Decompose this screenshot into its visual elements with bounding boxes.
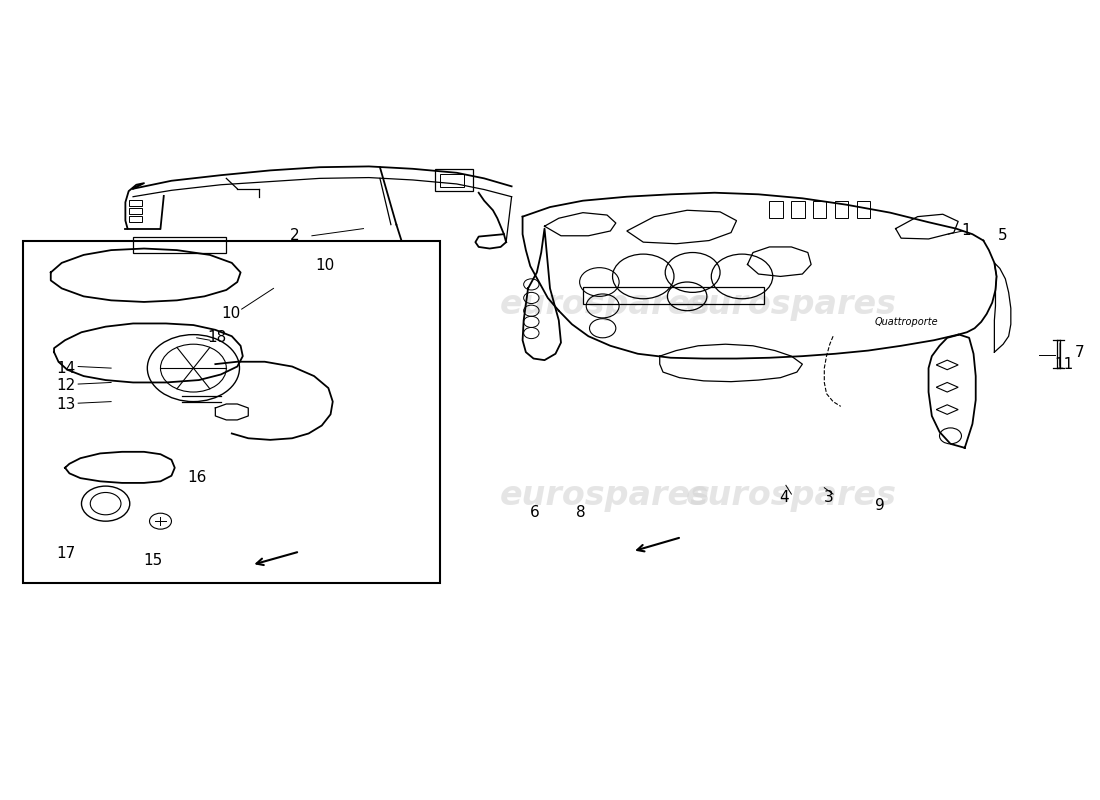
Bar xyxy=(129,208,142,214)
Text: 3: 3 xyxy=(823,490,833,505)
Bar xyxy=(133,237,227,253)
Text: 2: 2 xyxy=(290,228,300,243)
Text: Quattroporte: Quattroporte xyxy=(874,317,938,327)
Text: 7: 7 xyxy=(1075,345,1085,360)
Bar xyxy=(769,201,782,218)
Bar xyxy=(129,216,142,222)
Text: 11: 11 xyxy=(1055,358,1074,373)
Text: 4: 4 xyxy=(780,490,789,505)
Text: eurospares: eurospares xyxy=(499,288,711,321)
Text: 8: 8 xyxy=(576,506,585,520)
Bar xyxy=(434,169,473,191)
Bar xyxy=(341,254,365,265)
Text: 14: 14 xyxy=(57,361,76,376)
Text: 18: 18 xyxy=(208,330,227,346)
Bar xyxy=(857,201,870,218)
Text: 13: 13 xyxy=(56,398,76,412)
Bar xyxy=(129,200,142,206)
Bar xyxy=(791,201,804,218)
Text: eurospares: eurospares xyxy=(94,479,305,512)
Text: eurospares: eurospares xyxy=(499,479,711,512)
Text: 5: 5 xyxy=(998,228,1008,243)
Bar xyxy=(835,201,848,218)
Text: 17: 17 xyxy=(57,546,76,561)
Bar xyxy=(813,201,826,218)
Text: 1: 1 xyxy=(961,223,971,238)
Text: 15: 15 xyxy=(143,553,163,568)
Text: 6: 6 xyxy=(530,506,539,520)
Text: 12: 12 xyxy=(57,378,76,393)
Text: 10: 10 xyxy=(316,258,334,273)
Circle shape xyxy=(243,302,254,310)
Bar xyxy=(23,241,440,583)
Text: 9: 9 xyxy=(874,498,884,513)
Text: 10: 10 xyxy=(221,306,241,322)
Bar xyxy=(583,286,764,304)
Text: 16: 16 xyxy=(187,470,207,485)
Bar xyxy=(440,174,464,187)
Text: eurospares: eurospares xyxy=(686,288,896,321)
Text: eurospares: eurospares xyxy=(686,479,896,512)
Text: eurospares: eurospares xyxy=(94,288,305,321)
